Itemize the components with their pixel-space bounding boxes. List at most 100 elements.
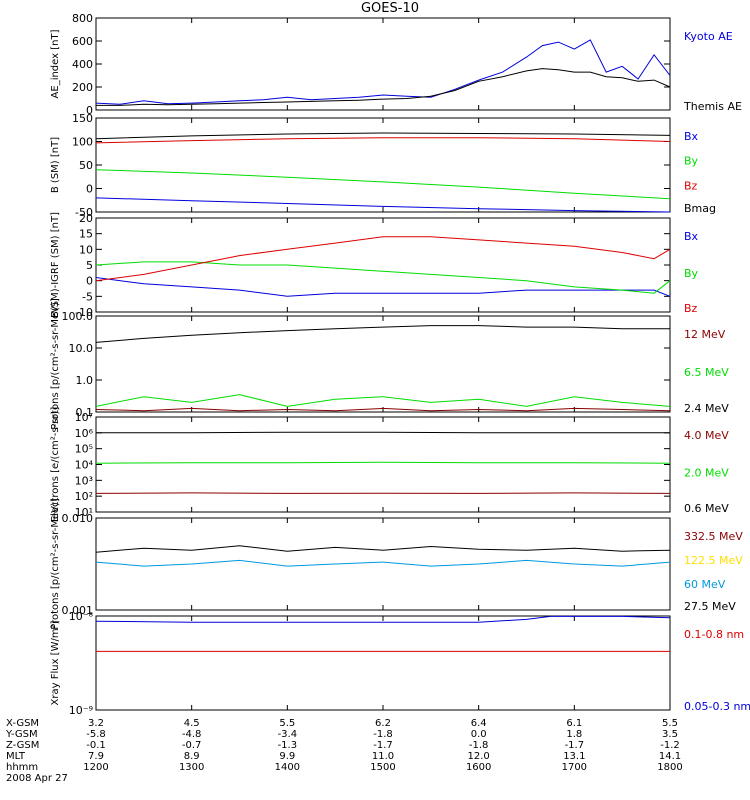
- footer-value: 6.1: [566, 718, 582, 729]
- legend-6-5-mev: 6.5 MeV: [684, 366, 729, 379]
- legend-bz: Bz: [684, 179, 698, 192]
- legend-332-5-mev: 332.5 MeV: [684, 530, 743, 543]
- y-tick-label: 10³: [75, 474, 93, 487]
- footer-value: -3.4: [278, 729, 298, 740]
- series-line-bmag: [95, 132, 671, 140]
- footer-row-label: Y-GSM: [5, 729, 38, 740]
- footer-value: 5.5: [279, 718, 295, 729]
- legend-bx: Bx: [684, 230, 699, 243]
- y-axis-label: Electrons [e/(cm²-s-sr)]: [50, 407, 61, 523]
- footer-value: 1300: [179, 762, 204, 773]
- series-line-6-5-mev: [95, 394, 671, 407]
- y-tick-label: 0: [86, 183, 93, 196]
- y-tick-label: 1.0: [76, 374, 94, 387]
- footer-value: 8.9: [184, 751, 200, 762]
- footer-value: -1.3: [278, 740, 298, 751]
- legend-2-0-mev: 2.0 MeV: [684, 467, 729, 480]
- y-tick-label: 200: [72, 81, 93, 94]
- series-line-bx: [95, 277, 671, 297]
- series-line-4-0-mev: [95, 492, 671, 494]
- y-tick-label: 10¹: [75, 506, 93, 519]
- legend-0-1-0-8-nm: 0.1-0.8 nm: [684, 628, 744, 641]
- legend-4-0-mev: 4.0 MeV: [684, 429, 729, 442]
- footer-date: 2008 Apr 27: [6, 773, 68, 784]
- footer-row-label: MLT: [6, 751, 26, 762]
- y-tick-label: 10⁵: [75, 443, 93, 456]
- footer-value: 1800: [657, 762, 682, 773]
- footer-value: 1200: [83, 762, 108, 773]
- y-tick-label: 20: [79, 212, 93, 225]
- y-tick-label: 100: [72, 136, 93, 149]
- footer-value: -1.8: [373, 729, 393, 740]
- footer-value: -1.7: [373, 740, 393, 751]
- y-tick-label: 10: [79, 243, 93, 256]
- legend-by: By: [684, 267, 699, 280]
- legend-by: By: [684, 155, 699, 168]
- panel-frame-2: [95, 117, 671, 213]
- panel-frame-7: [95, 615, 671, 711]
- footer-value: 1.8: [566, 729, 582, 740]
- footer-value: 1500: [370, 762, 395, 773]
- y-tick-label: 50: [79, 159, 93, 172]
- footer-value: -0.1: [86, 740, 106, 751]
- footer-value: 1600: [466, 762, 491, 773]
- series-line-bz: [95, 137, 671, 144]
- y-tick-label: 100.0: [62, 310, 94, 323]
- legend-27-5-mev: 27.5 MeV: [684, 600, 736, 613]
- y-tick-label: 0: [86, 104, 93, 117]
- footer-value: -1.8: [469, 740, 489, 751]
- y-axis-label: Protons [p/(cm²-s-sr-MeV)]: [50, 298, 61, 430]
- y-tick-label: 0.010: [62, 512, 94, 525]
- series-line-bz: [95, 236, 671, 282]
- footer-value: 0.0: [471, 729, 487, 740]
- y-axis-label: Protons [p/(cm²-s-sr-MeV)]: [50, 498, 61, 630]
- series-line-by: [95, 261, 671, 294]
- panel-frame-1: [95, 17, 671, 111]
- footer-value: 3.2: [88, 718, 104, 729]
- footer-value: 7.9: [88, 751, 104, 762]
- y-tick-label: 5: [86, 259, 93, 272]
- footer-value: 1400: [275, 762, 300, 773]
- legend-themis-ae: Themis AE: [683, 100, 742, 113]
- y-axis-label: B (SM) [nT]: [50, 137, 61, 193]
- y-tick-label: 10⁻⁸: [69, 610, 94, 623]
- y-tick-label: 400: [72, 58, 93, 71]
- footer-value: 9.9: [279, 751, 295, 762]
- legend-0-6-mev: 0.6 MeV: [684, 502, 729, 515]
- series-line-0-05-0-3-nm: [95, 615, 671, 623]
- series-line-60-mev: [95, 559, 671, 567]
- legend-bx: Bx: [684, 130, 699, 143]
- footer-value: 12.0: [468, 751, 490, 762]
- footer-value: 11.0: [372, 751, 394, 762]
- footer-value: 3.5: [662, 729, 678, 740]
- legend-12-mev: 12 MeV: [684, 328, 726, 341]
- legend-0-05-0-3-nm: 0.05-0.3 nm: [684, 700, 750, 713]
- y-tick-label: 10.0: [69, 342, 94, 355]
- series-line-2-4-mev: [95, 325, 670, 343]
- legend-bmag: Bmag: [684, 202, 716, 215]
- y-tick-label: 10⁻⁹: [69, 704, 93, 717]
- series-line-27-5-mev: [95, 545, 671, 553]
- y-tick-label: 0.1: [76, 406, 94, 419]
- footer-value: -1.2: [660, 740, 680, 751]
- y-axis-label: Xray Flux [W/m²]: [50, 620, 61, 705]
- footer-value: -5.8: [86, 729, 106, 740]
- footer-value: 5.5: [662, 718, 678, 729]
- legend-kyoto-ae: Kyoto AE: [684, 30, 733, 43]
- legend-2-4-mev: 2.4 MeV: [684, 402, 729, 415]
- y-tick-label: 10⁶: [75, 427, 94, 440]
- series-line-0-6-mev: [96, 431, 670, 434]
- series-line-12-mev: [95, 407, 671, 412]
- legend-122-5-mev: 122.5 MeV: [684, 554, 743, 567]
- y-tick-label: 150: [72, 112, 93, 125]
- panel-frame-5: [95, 416, 671, 513]
- series-line-bx: [95, 197, 671, 213]
- footer-value: 1700: [562, 762, 587, 773]
- legend-bz: Bz: [684, 302, 698, 315]
- y-axis-label: B(SM)-IGRF (SM) [nT]: [50, 212, 61, 318]
- footer-value: -1.7: [565, 740, 585, 751]
- y-tick-label: -50: [75, 206, 93, 219]
- footer-value: 6.4: [471, 718, 487, 729]
- footer-value: -0.7: [182, 740, 202, 751]
